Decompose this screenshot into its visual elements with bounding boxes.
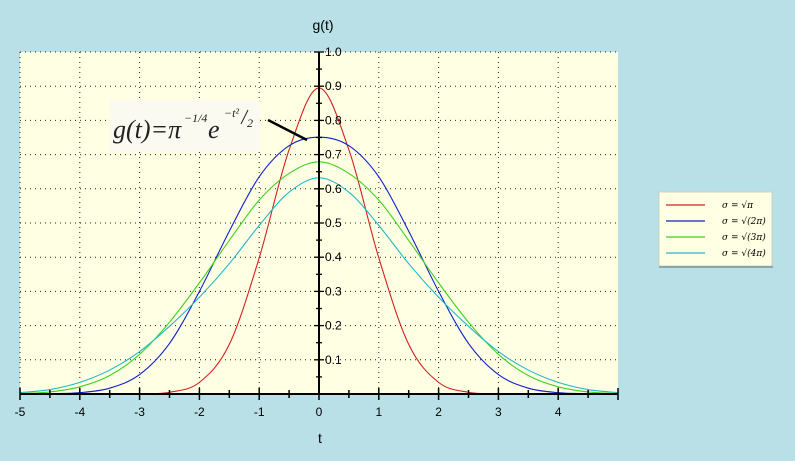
tick-labels: -5 -4 -3 -2 -1 0 1 2 3 4 0.1 0.2 0.3 0.4 0.5 0.6 0.7 0.8 0… [15,45,562,419]
x-tick-label: -3 [134,405,145,419]
formula-power-slash [240,109,249,125]
x-tick-label: 2 [435,405,442,419]
x-tick-label: -1 [254,405,265,419]
formula-background [110,100,260,152]
y-tick-label: 0.1 [325,353,342,367]
y-axis-title: g(t) [313,17,334,33]
x-tick-label: -2 [194,405,205,419]
y-tick-label: 0.3 [325,284,342,298]
formula-pointer [267,118,308,142]
y-tick-label: 0.2 [325,319,342,333]
formula-exponent: −1/4 [184,111,207,125]
x-tick-label: 4 [555,405,562,419]
y-tick-label: 0.5 [325,216,342,230]
grid [19,51,618,394]
legend-label-4: σ = √(4π) [722,248,766,259]
axes [19,51,619,400]
x-tick-label: 0 [316,405,323,419]
x-tick-label: -5 [15,405,26,419]
y-tick-label: 0.6 [325,182,342,196]
formula-power-numerator: −t² [224,106,239,120]
formula-lhs: g(t)=π [113,115,182,144]
formula-power-denominator: 2 [247,116,253,130]
formula-base: e [208,115,220,144]
y-tick-label: 0.7 [325,148,342,162]
legend-label-1: σ = √π [722,200,754,211]
y-tick-label: 1.0 [325,45,342,59]
formula-annotation: g(t)=π −1/4 e −t² 2 [110,100,308,152]
y-tick-label: 0.4 [325,250,342,264]
x-tick-label: 3 [495,405,502,419]
y-tick-label: 0.8 [325,113,342,127]
x-axis-title: t [318,430,322,446]
y-tick-label: 0.9 [325,79,342,93]
legend-shadow [659,266,773,268]
legend-label-2: σ = √(2π) [722,216,766,227]
x-tick-label: 1 [375,405,382,419]
x-tick-label: -4 [74,405,85,419]
legend-label-3: σ = √(3π) [722,232,766,243]
legend: σ = √π σ = √(2π) σ = √(3π) σ = √(4π) [658,191,773,268]
legend-box [658,191,773,267]
